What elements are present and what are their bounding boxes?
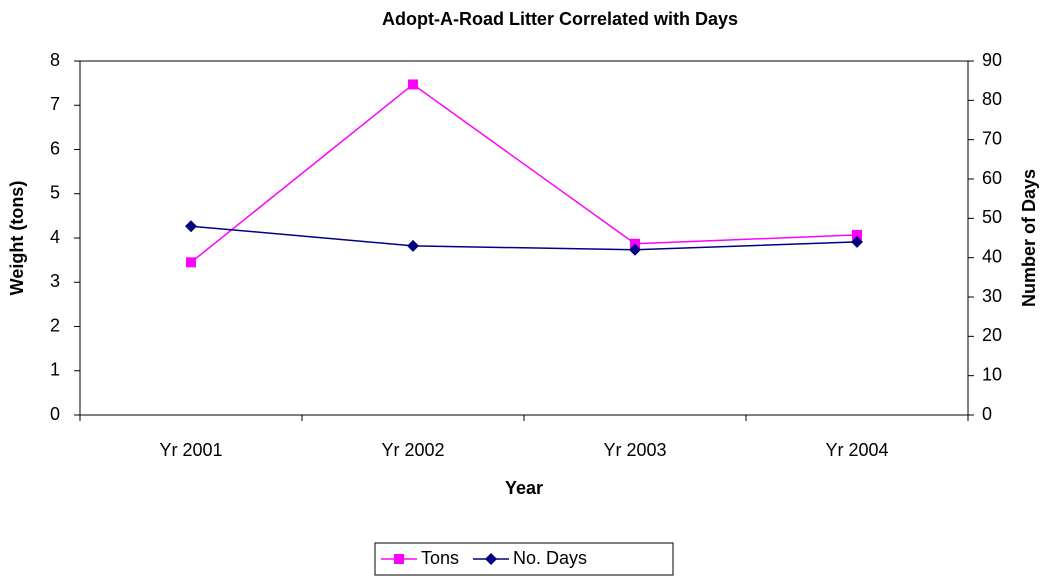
legend-label: No. Days <box>513 548 587 568</box>
x-tick-label: Yr 2004 <box>825 440 888 460</box>
data-point <box>407 239 419 252</box>
series-line <box>190 83 858 263</box>
x-tick-label: Yr 2003 <box>603 440 666 460</box>
chart-title: Adopt-A-Road Litter Correlated with Days <box>382 9 738 29</box>
y2-tick-label: 60 <box>982 168 1002 188</box>
legend-label: Tons <box>421 548 459 568</box>
y2-tick-label: 90 <box>982 50 1002 70</box>
y-tick-label: 8 <box>50 50 60 70</box>
y-tick-label: 0 <box>50 404 60 424</box>
y2-tick-label: 20 <box>982 325 1002 345</box>
data-point <box>185 220 197 233</box>
legend-marker <box>485 553 498 565</box>
y2-tick-label: 70 <box>982 128 1002 148</box>
data-point <box>630 238 640 249</box>
y2-tick-label: 0 <box>982 404 992 424</box>
plot-area <box>79 60 969 416</box>
data-point <box>629 243 641 256</box>
series-line <box>190 225 858 251</box>
legend-marker <box>394 554 404 564</box>
data-point <box>186 257 196 268</box>
y-axis-label: Weight (tons) <box>7 181 27 296</box>
y-tick-label: 2 <box>50 315 60 335</box>
data-point <box>852 229 862 240</box>
y2-axis-label: Number of Days <box>1019 169 1039 307</box>
x-tick-label: Yr 2002 <box>381 440 444 460</box>
x-axis-label: Year <box>505 478 543 498</box>
y-tick-label: 7 <box>50 94 60 114</box>
y-tick-label: 5 <box>50 183 60 203</box>
y-tick-label: 3 <box>50 271 60 291</box>
x-tick-label: Yr 2001 <box>159 440 222 460</box>
y2-tick-label: 80 <box>982 89 1002 109</box>
y-tick-label: 6 <box>50 138 60 158</box>
data-point <box>408 79 418 90</box>
y2-tick-label: 50 <box>982 207 1002 227</box>
y2-tick-label: 10 <box>982 364 1002 384</box>
y-tick-label: 4 <box>50 227 60 247</box>
legend-box <box>374 542 674 576</box>
y2-tick-label: 40 <box>982 246 1002 266</box>
y-tick-label: 1 <box>50 360 60 380</box>
y2-tick-label: 30 <box>982 286 1002 306</box>
data-point <box>851 235 863 248</box>
